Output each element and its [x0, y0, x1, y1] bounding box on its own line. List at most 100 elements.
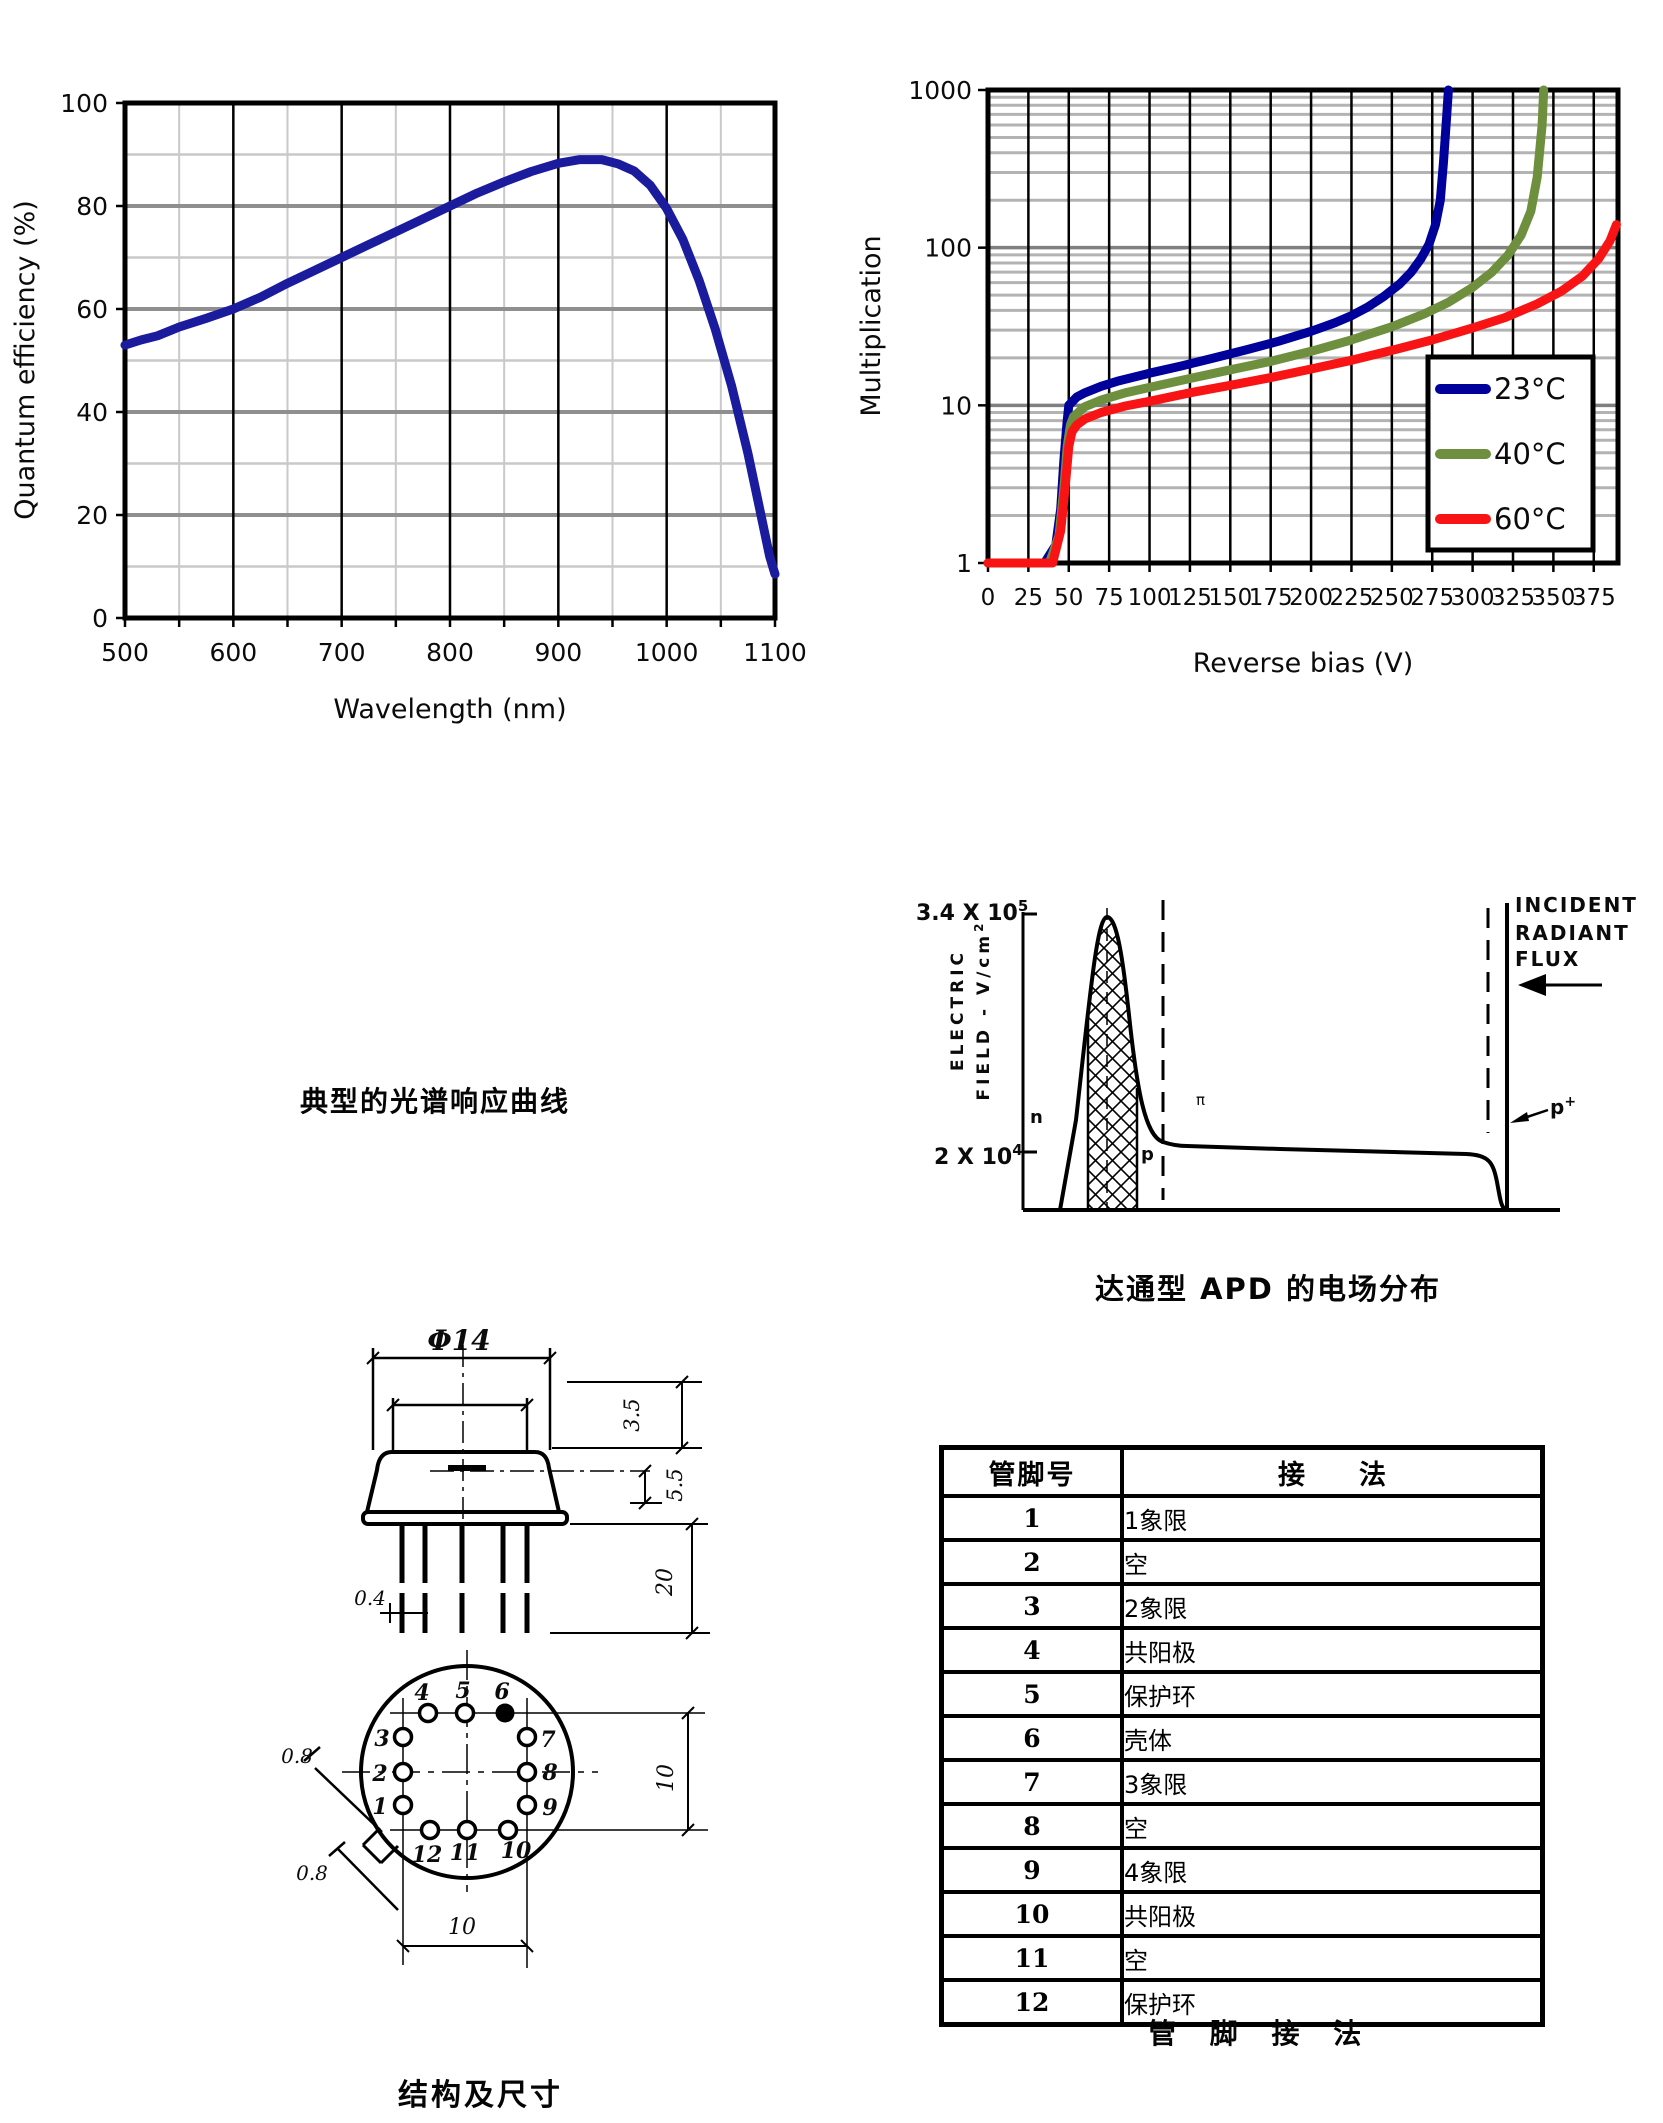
pin-number: 10	[939, 1890, 1124, 1938]
pin-hole-8	[516, 1761, 538, 1783]
efield-ymin-label: 2 X 104	[934, 1141, 1023, 1170]
pin-connection: 空	[1120, 1934, 1545, 1982]
efield-y-title-line1: ELECTRIC	[948, 949, 968, 1071]
dim-line-20	[685, 1517, 699, 1640]
dim-line-10-right	[681, 1706, 695, 1837]
table-row: 10 共阳极	[939, 1890, 1545, 1938]
x-tick-label: 300	[1451, 585, 1495, 611]
pin-label-8: 8	[541, 1760, 557, 1786]
dim-3-5: 3.5	[620, 1398, 644, 1431]
dim-20: 20	[653, 1568, 678, 1597]
pin-label-11: 11	[450, 1840, 481, 1866]
pin-connection: 保护环	[1120, 1670, 1545, 1718]
pin-connection: 共阳极	[1120, 1626, 1545, 1674]
pin-number: 7	[939, 1758, 1124, 1806]
y-tick-label: 80	[76, 192, 108, 221]
caption-spectral-response: 典型的光谱响应曲线	[300, 1085, 571, 1118]
hatch-side-lines	[1086, 1020, 1139, 1210]
x-tick-label: 75	[1095, 585, 1124, 611]
x-tick-label: 150	[1208, 585, 1252, 611]
pin-label-4: 4	[414, 1680, 429, 1706]
pin-hole-4	[417, 1702, 439, 1724]
pin-number: 5	[939, 1670, 1124, 1718]
region-n-label: n	[1030, 1107, 1043, 1128]
dim-0-4: 0.4	[354, 1586, 386, 1610]
pins-upper-segment	[399, 1524, 530, 1583]
table-row: 5 保护环	[939, 1670, 1545, 1718]
legend-label: 23°C	[1494, 372, 1566, 406]
pin-hole-7	[516, 1726, 538, 1748]
caption-efield-distribution: 达通型 APD 的电场分布	[1095, 1272, 1441, 1306]
multiplication-chart: 0 25 50 75 100125150175200225250275300325350…	[856, 76, 1621, 679]
dim-line-10-bottom	[396, 1939, 534, 1953]
y-tick-label: 100	[60, 89, 108, 118]
pin-hole-12	[419, 1819, 441, 1841]
y-tick-label: 1	[956, 549, 972, 578]
caption-structure-dimensions: 结构及尺寸	[398, 2078, 563, 2113]
x-tick-label: 200	[1289, 585, 1333, 611]
pin-hole-6-filled	[495, 1703, 515, 1723]
table-row: 12 保护环	[939, 1978, 1545, 2027]
y-tick-label: 1000	[908, 76, 972, 105]
pin-hole-1	[392, 1794, 414, 1816]
x-tick-label: 250	[1370, 585, 1414, 611]
pin-number: 2	[939, 1538, 1124, 1586]
x-tick-label: 325	[1491, 585, 1535, 611]
x-tick-label: 100	[1128, 585, 1172, 611]
can-flange	[361, 1510, 569, 1526]
pin-connection: 壳体	[1120, 1714, 1545, 1762]
y-tick-label: 0	[92, 604, 108, 633]
efield-ymax-label: 3.4 X 105	[916, 897, 1028, 926]
x-tick-label: 50	[1054, 585, 1083, 611]
quantum-efficiency-chart: 500 600 700 800 900 1000 1100 0 20 40 60 80 100 Wave…	[10, 89, 807, 725]
pin-hole-5	[454, 1702, 476, 1724]
mult-y-axis-title: Multiplication	[856, 235, 887, 416]
pin-hole-3	[392, 1726, 414, 1748]
dim-phi14: Φ14	[427, 1324, 490, 1357]
y-tick-label: 10	[940, 391, 972, 420]
table-row: 11 空	[939, 1934, 1545, 1982]
pin-number: 8	[939, 1802, 1124, 1850]
x-tick-label: 25	[1014, 585, 1043, 611]
dim-line-phi14	[371, 1348, 552, 1450]
pin-connection: 3象限	[1120, 1758, 1545, 1806]
pin-connection: 4象限	[1120, 1846, 1545, 1894]
pin-connection: 空	[1120, 1802, 1545, 1850]
pin-label-9: 9	[542, 1795, 557, 1821]
table-row: 7 3象限	[939, 1758, 1545, 1806]
electric-field-diagram: 3.4 X 105 2 X 104 ELECTRIC FIELD - V/cm2…	[916, 893, 1638, 1212]
pin-hole-9	[516, 1794, 538, 1816]
table-row: 9 4象限	[939, 1846, 1545, 1894]
pin-hole-10	[497, 1819, 519, 1841]
dim-ticks-phi14	[366, 1351, 557, 1365]
dim-10-right: 10	[654, 1764, 679, 1792]
can-body-outline	[365, 1450, 561, 1513]
pin-connection: 1象限	[1120, 1494, 1545, 1542]
pin-label-2: 2	[371, 1761, 387, 1787]
table-row: 1 1象限	[939, 1494, 1545, 1542]
plot-border	[985, 87, 1621, 566]
dim-line-3-5	[675, 1375, 689, 1455]
flux-label-line1: INCIDENT	[1515, 893, 1638, 917]
table-header-row: 管脚号 接 法	[939, 1445, 1545, 1498]
pin-number: 4	[939, 1626, 1124, 1674]
col-header-connection: 接 法	[1120, 1445, 1545, 1498]
pin-number: 1	[939, 1494, 1124, 1542]
pin-label-12: 12	[412, 1842, 443, 1868]
table-row: 6 壳体	[939, 1714, 1545, 1762]
dim-0-8-b: 0.8	[296, 1861, 328, 1885]
pin-connection: 保护环	[1120, 1978, 1545, 2027]
x-tick-label: 0	[981, 585, 996, 611]
pin-connection: 共阳极	[1120, 1890, 1545, 1938]
efield-y-title-line2: FIELD - V/cm2	[972, 920, 994, 1101]
x-tick-label: 175	[1249, 585, 1293, 611]
pin-label-10: 10	[501, 1838, 532, 1864]
region-p-label: p	[1141, 1144, 1154, 1165]
dim-line-window	[391, 1398, 529, 1450]
legend-label: 40°C	[1494, 437, 1566, 471]
efield-curve	[1058, 914, 1509, 1212]
x-tick-label: 275	[1410, 585, 1454, 611]
dim-leader-0-4	[380, 1603, 428, 1623]
